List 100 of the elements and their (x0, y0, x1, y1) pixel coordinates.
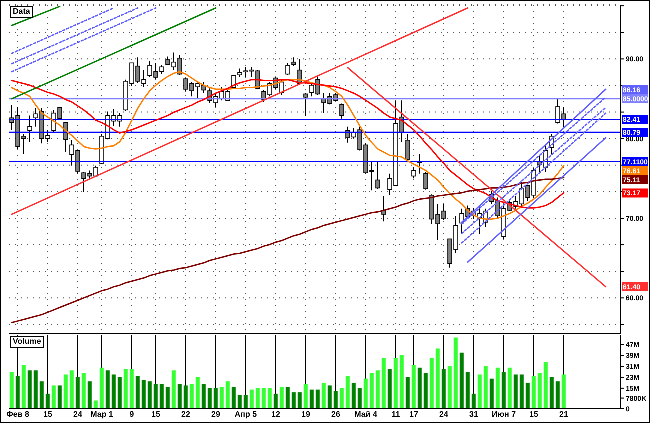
bar (46, 394, 50, 409)
bar (256, 388, 260, 409)
bar (550, 377, 554, 409)
x-tick-label: 21 (560, 410, 569, 419)
bar (160, 384, 164, 409)
bar (490, 378, 494, 409)
bar (208, 388, 212, 409)
bar (346, 376, 350, 409)
bar (124, 369, 128, 409)
x-tick-label: Апр 5 (234, 410, 258, 419)
bar (394, 358, 398, 409)
candlestick (286, 62, 290, 76)
candlestick (412, 167, 416, 180)
bar (526, 382, 530, 409)
bar (22, 365, 26, 409)
bar (358, 388, 362, 409)
bar (106, 370, 110, 409)
candlestick (406, 134, 410, 161)
bar (376, 370, 380, 409)
bar (142, 380, 146, 409)
bar (472, 394, 476, 409)
bar (274, 394, 278, 409)
bar (478, 374, 482, 409)
bar (466, 372, 470, 409)
x-tick-label: 15 (44, 410, 53, 419)
chart-title: Data (10, 6, 34, 18)
bar (442, 369, 446, 409)
bar (148, 382, 152, 409)
bar (226, 382, 230, 409)
bar (484, 366, 488, 409)
candlestick (340, 103, 344, 120)
x-tick-label: 26 (332, 410, 341, 419)
bar (166, 387, 170, 409)
x-tick-label: 12 (272, 410, 281, 419)
x-tick-label: Июн 7 (492, 410, 517, 419)
bar (214, 388, 218, 409)
bar (496, 368, 500, 409)
bar (64, 374, 68, 409)
bar (460, 352, 464, 409)
bar (454, 338, 458, 409)
bar (190, 384, 194, 409)
bar (448, 366, 452, 409)
bar (184, 386, 188, 409)
bar (58, 386, 62, 409)
bar (238, 395, 242, 409)
bar (514, 374, 518, 409)
bar (556, 382, 560, 409)
bar (388, 369, 392, 409)
bar (202, 384, 206, 409)
x-tick-label: 15 (152, 410, 161, 419)
bar (154, 384, 158, 409)
x-tick-label: 24 (440, 410, 449, 419)
bar (250, 390, 254, 409)
x-tick-label: 19 (302, 410, 311, 419)
line-series (11, 177, 565, 324)
bar (406, 377, 410, 409)
x-tick-label: 17 (410, 410, 419, 419)
bar (178, 384, 182, 409)
bar (316, 390, 320, 409)
candlestick (424, 172, 428, 190)
bar (352, 382, 356, 409)
x-tick-label: 22 (182, 410, 191, 419)
bar (370, 373, 374, 409)
bar (196, 377, 200, 409)
bar (52, 386, 56, 409)
bar (262, 388, 266, 409)
bar (10, 372, 14, 409)
bar (244, 395, 248, 409)
bar (286, 387, 290, 409)
bar (76, 377, 80, 409)
bar (118, 377, 122, 409)
bar (34, 370, 38, 409)
bar (322, 382, 326, 409)
bar (280, 387, 284, 409)
bar (28, 370, 32, 409)
bar (172, 370, 176, 409)
bar (232, 387, 236, 409)
bar (424, 373, 428, 409)
bar (412, 365, 416, 409)
bar (82, 373, 86, 409)
bar (310, 390, 314, 409)
bar (436, 348, 440, 409)
candlestick (376, 161, 380, 190)
x-tick-label: 31 (470, 410, 479, 419)
bar (502, 372, 506, 409)
chart-title: Volume (10, 336, 44, 348)
bar (40, 382, 44, 409)
bar (268, 388, 272, 409)
bar (112, 374, 116, 409)
x-tick-label: Мар 1 (90, 410, 114, 419)
bar (298, 392, 302, 409)
bar (94, 400, 98, 409)
x-tick-label: 9 (130, 410, 135, 419)
bar (538, 373, 542, 409)
x-tick-label: 11 (392, 410, 401, 419)
bar (562, 374, 566, 409)
bar (340, 388, 344, 409)
bar (364, 378, 368, 409)
bar (88, 382, 92, 409)
candlestick (304, 92, 308, 118)
